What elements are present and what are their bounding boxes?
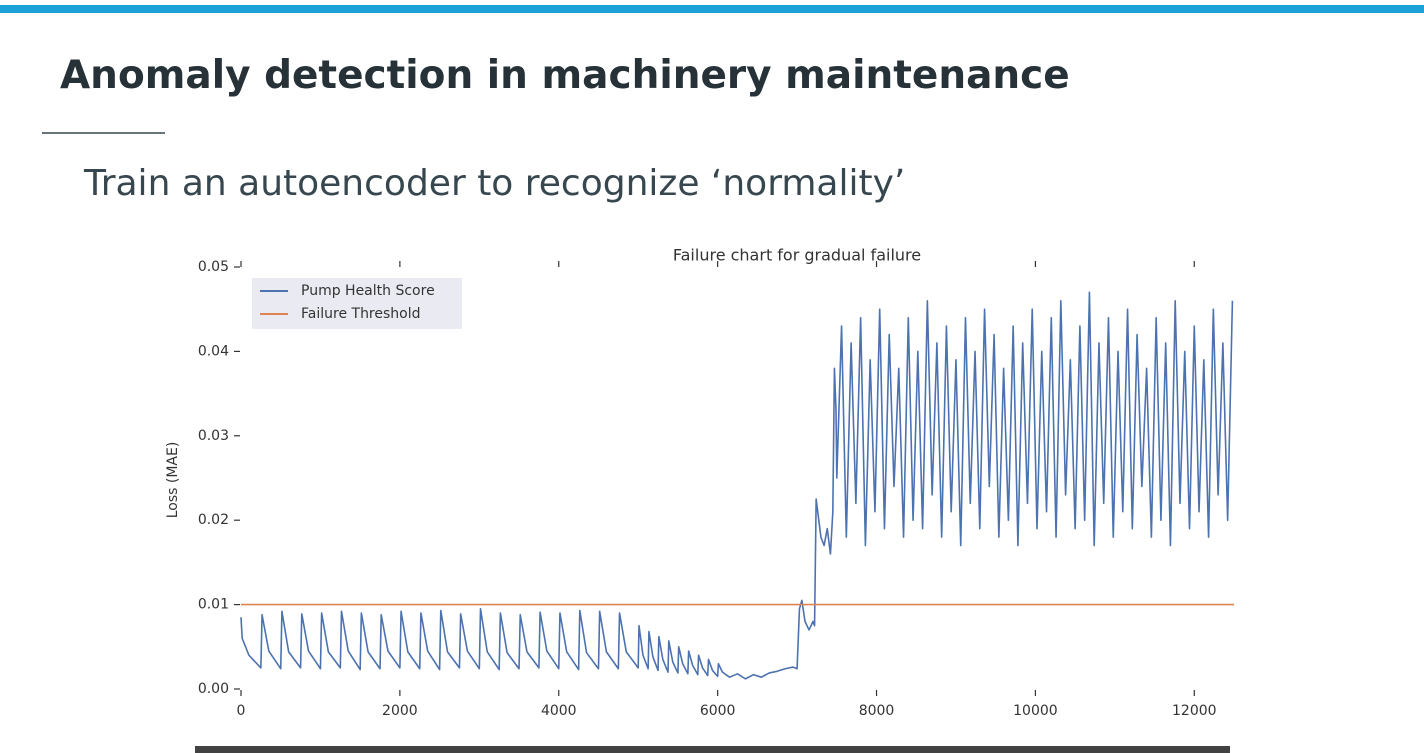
x-tick-label: 10000: [1013, 703, 1058, 719]
y-tick-label: 0.03: [198, 428, 229, 444]
y-tick-label: 0.05: [198, 259, 229, 275]
slide-title: Anomaly detection in machinery maintenan…: [60, 53, 1070, 98]
x-tick-label: 0: [237, 703, 246, 719]
bottom-bar: [195, 746, 1230, 753]
y-axis-label: Loss (MAE): [165, 442, 181, 519]
x-tick-label: 8000: [859, 703, 895, 719]
y-tick-label: 0.02: [198, 512, 229, 528]
slide-subtitle: Train an autoencoder to recognize ‘norma…: [83, 163, 905, 204]
legend-label: Failure Threshold: [301, 306, 421, 322]
top-bar: [0, 5, 1424, 13]
x-tick-label: 12000: [1172, 703, 1217, 719]
y-tick-label: 0.00: [198, 681, 229, 697]
legend-label: Pump Health Score: [301, 283, 435, 299]
x-tick-label: 2000: [382, 703, 418, 719]
y-tick-label: 0.04: [198, 343, 229, 359]
series-line: [240, 291, 1234, 680]
x-tick-label: 4000: [541, 703, 577, 719]
x-tick-label: 6000: [700, 703, 736, 719]
legend-box: [252, 278, 462, 329]
y-tick-label: 0.01: [198, 597, 229, 613]
chart-title: Failure chart for gradual failure: [673, 246, 921, 265]
